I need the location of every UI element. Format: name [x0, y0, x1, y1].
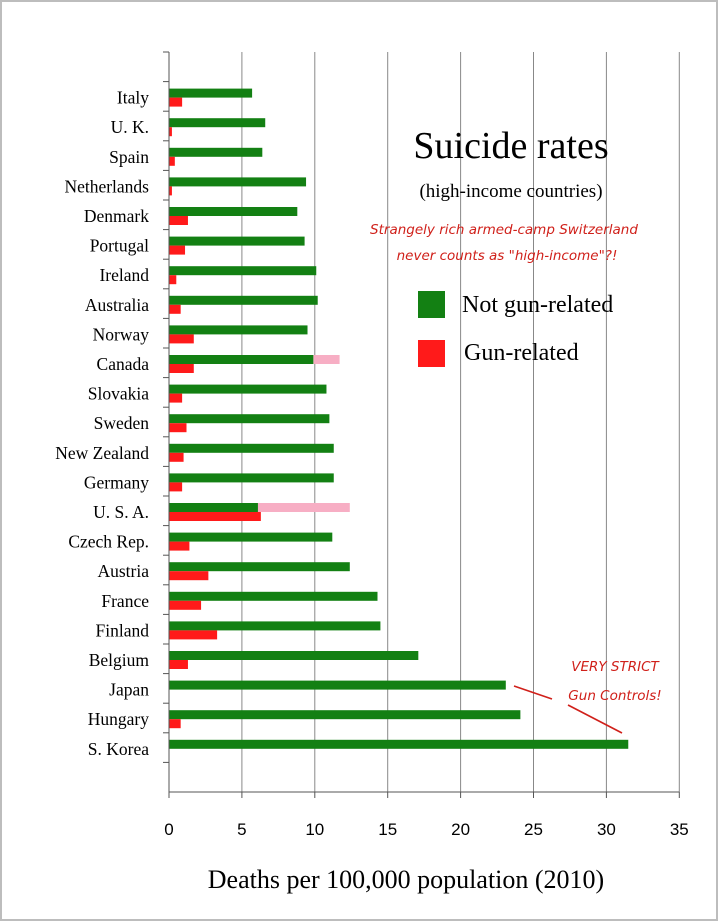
category-label-sweden: Sweden: [94, 413, 150, 433]
category-label-portugal: Portugal: [90, 236, 149, 256]
bar-gun-u-s-a: [169, 512, 261, 521]
chart-subtitle: (high-income countries): [419, 181, 602, 202]
legend-label-gun: Gun-related: [464, 340, 579, 366]
bar-not-gun-ireland: [169, 266, 317, 276]
bar-gun-czech-rep: [169, 541, 190, 551]
category-label-austria: Austria: [97, 561, 149, 581]
bar-not-gun-finland: [169, 621, 381, 631]
x-axis-title: Deaths per 100,000 population (2010): [208, 865, 604, 894]
legend-swatch-not-gun: [418, 291, 445, 318]
bar-not-gun-austria: [169, 562, 350, 572]
category-label-france: France: [101, 591, 149, 611]
bar-not-gun-netherlands: [169, 177, 307, 187]
category-label-belgium: Belgium: [89, 650, 150, 670]
bar-gun-ireland: [169, 275, 177, 285]
category-label-norway: Norway: [93, 324, 150, 344]
x-tick-label-20: 20: [451, 820, 470, 839]
bar-not-gun-norway: [169, 325, 308, 335]
bar-gun-denmark: [169, 216, 188, 225]
bar-not-gun-denmark: [169, 207, 298, 216]
bar-gun-belgium: [169, 660, 188, 669]
x-tick-label-35: 35: [670, 820, 689, 839]
category-label-slovakia: Slovakia: [88, 384, 149, 404]
arrow-to-japan: [513, 685, 553, 700]
x-tick-label-25: 25: [524, 820, 543, 839]
bar-gun-norway: [169, 334, 194, 344]
bar-not-gun-belgium: [169, 651, 419, 660]
bar-gun-spain: [169, 156, 175, 166]
bars: [169, 88, 629, 749]
bar-gun-slovakia: [169, 393, 183, 403]
x-tick-label-0: 0: [164, 820, 173, 839]
bar-gun-portugal: [169, 245, 186, 255]
chart-title: Suicide rates: [413, 125, 608, 167]
bar-not-gun-czech-rep: [169, 532, 333, 542]
category-label-australia: Australia: [85, 295, 149, 315]
bar-gun-canada: [169, 364, 194, 373]
category-label-u-k: U. K.: [111, 117, 149, 137]
bar-gun-netherlands: [169, 186, 172, 196]
category-label-u-s-a: U. S. A.: [93, 502, 149, 522]
category-labels: Italy U. K. Spain Netherlands Denmark Portuga…: [55, 88, 149, 759]
bar-gun-hungary: [169, 719, 181, 729]
legend-swatch-gun: [418, 340, 445, 367]
bar-not-gun-u-s-a: [169, 503, 258, 512]
category-label-s-korea: S. Korea: [88, 739, 149, 759]
x-tick-label-15: 15: [378, 820, 397, 839]
x-tick-label-30: 30: [597, 820, 616, 839]
bar-extension-canada: [313, 355, 340, 364]
category-label-new-zealand: New Zealand: [55, 443, 149, 463]
x-tick-label-5: 5: [237, 820, 246, 839]
switzerland-note-line-2: never counts as "high-income"?!: [397, 248, 618, 264]
x-tick-labels: 0 5 10 15 20 25 30 35: [164, 820, 688, 839]
category-label-japan: Japan: [109, 680, 149, 700]
bar-not-gun-germany: [169, 473, 334, 483]
category-label-italy: Italy: [117, 88, 149, 108]
category-label-canada: Canada: [97, 354, 150, 374]
bar-not-gun-italy: [169, 88, 253, 98]
bar-not-gun-japan: [169, 680, 506, 690]
bar-not-gun-u-k: [169, 118, 266, 128]
category-label-netherlands: Netherlands: [64, 176, 149, 196]
bar-gun-italy: [169, 97, 183, 107]
category-label-spain: Spain: [109, 147, 149, 167]
bar-not-gun-slovakia: [169, 384, 327, 394]
bar-gun-finland: [169, 630, 218, 640]
bar-not-gun-france: [169, 591, 378, 601]
switzerland-note-line-1: Strangely rich armed-camp Switzerland: [370, 222, 638, 238]
bar-not-gun-portugal: [169, 236, 305, 246]
bar-gun-germany: [169, 482, 183, 492]
category-label-hungary: Hungary: [88, 709, 149, 729]
bar-extension-u-s-a: [257, 503, 350, 512]
strict-controls-note-line-1: VERY STRICT: [571, 659, 660, 675]
bar-not-gun-sweden: [169, 414, 330, 424]
category-label-denmark: Denmark: [84, 206, 149, 226]
category-label-czech-rep: Czech Rep.: [68, 532, 149, 552]
axes: [163, 51, 680, 798]
bar-gun-france: [169, 600, 202, 610]
bar-not-gun-australia: [169, 295, 318, 305]
bar-not-gun-new-zealand: [169, 443, 334, 453]
bar-not-gun-s-korea: [169, 739, 629, 749]
bar-gun-australia: [169, 304, 181, 314]
bar-gun-austria: [169, 571, 209, 581]
x-tick-label-10: 10: [305, 820, 324, 839]
bar-not-gun-spain: [169, 147, 263, 157]
arrow-to-s-korea: [567, 704, 623, 734]
category-label-finland: Finland: [96, 620, 150, 640]
bar-not-gun-hungary: [169, 710, 521, 720]
bar-gun-sweden: [169, 423, 187, 433]
grid-lines: [241, 52, 680, 792]
strict-controls-note-line-2: Gun Controls!: [568, 688, 661, 704]
bar-not-gun-canada: [169, 355, 314, 364]
legend: Not gun-related Gun-related: [418, 291, 613, 367]
bar-gun-u-k: [169, 127, 172, 137]
category-label-germany: Germany: [84, 472, 149, 492]
legend-label-not-gun: Not gun-related: [462, 292, 613, 318]
bar-gun-new-zealand: [169, 452, 184, 462]
category-label-ireland: Ireland: [99, 265, 149, 285]
